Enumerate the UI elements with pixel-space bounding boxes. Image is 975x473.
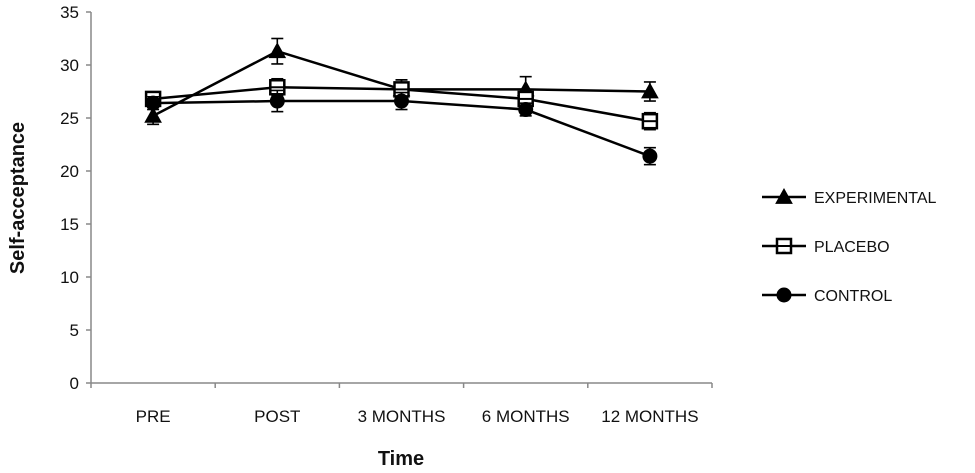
y-tick-label: 30 bbox=[60, 56, 79, 75]
y-tick-label: 35 bbox=[60, 3, 79, 22]
data-point bbox=[269, 93, 285, 109]
y-axis-ticks: 0 5 10 15 20 25 30 35 bbox=[60, 3, 91, 393]
y-tick-label: 0 bbox=[70, 374, 79, 393]
data-point bbox=[518, 102, 534, 118]
legend-label: EXPERIMENTAL bbox=[814, 190, 937, 207]
y-tick-label: 15 bbox=[60, 215, 79, 234]
y-tick-label: 5 bbox=[70, 321, 79, 340]
x-tick-label: 12 MONTHS bbox=[601, 407, 698, 426]
data-point bbox=[268, 42, 287, 59]
data-point bbox=[394, 93, 409, 109]
x-tick-label: 6 MONTHS bbox=[482, 407, 570, 426]
y-tick-label: 25 bbox=[60, 109, 79, 128]
x-axis-ticks: PRE POST 3 MONTHS 6 MONTHS 12 MONTHS bbox=[90, 383, 713, 426]
x-tick-label: POST bbox=[254, 407, 300, 426]
legend-label: PLACEBO bbox=[814, 239, 890, 256]
data-point bbox=[641, 82, 659, 99]
data-point bbox=[642, 148, 658, 164]
legend-marker bbox=[776, 287, 792, 303]
series-control bbox=[145, 89, 658, 166]
series-layer bbox=[144, 37, 659, 166]
data-point bbox=[145, 95, 161, 111]
legend: EXPERIMENTAL PLACEBO CONTROL bbox=[762, 187, 937, 305]
data-point bbox=[144, 106, 162, 123]
y-axis-title: Self-acceptance bbox=[7, 122, 29, 274]
x-tick-label: 3 MONTHS bbox=[358, 407, 446, 426]
y-tick-label: 20 bbox=[60, 162, 79, 181]
legend-item-placebo: PLACEBO bbox=[762, 237, 890, 256]
axes bbox=[90, 12, 712, 384]
x-axis-title: Time bbox=[378, 448, 424, 470]
x-tick-label: PRE bbox=[136, 407, 171, 426]
legend-marker bbox=[775, 187, 793, 204]
series-placebo bbox=[144, 77, 659, 131]
y-tick-label: 10 bbox=[60, 268, 79, 287]
legend-label: CONTROL bbox=[814, 288, 892, 305]
legend-item-experimental: EXPERIMENTAL bbox=[762, 187, 937, 207]
legend-item-control: CONTROL bbox=[762, 287, 892, 305]
